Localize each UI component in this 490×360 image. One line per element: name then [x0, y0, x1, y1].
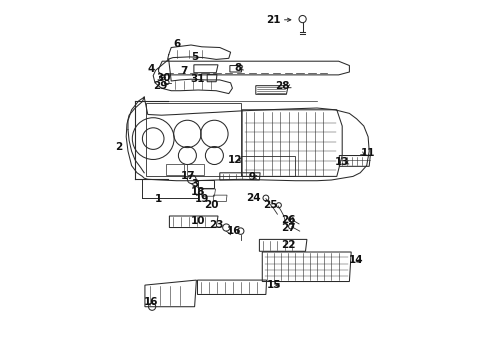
Text: 5: 5: [192, 51, 199, 62]
Text: 2: 2: [115, 142, 122, 152]
Text: 11: 11: [361, 148, 375, 158]
Text: 8: 8: [235, 63, 242, 73]
Text: 9: 9: [249, 172, 256, 182]
Text: 20: 20: [205, 200, 219, 210]
Text: 26: 26: [281, 215, 295, 225]
Text: 29: 29: [153, 81, 168, 91]
Text: 13: 13: [335, 157, 350, 167]
Text: 12: 12: [228, 155, 242, 165]
Text: 21: 21: [267, 15, 281, 25]
Text: 14: 14: [348, 255, 363, 265]
Text: 23: 23: [209, 220, 223, 230]
Text: 24: 24: [246, 193, 261, 203]
Text: 15: 15: [267, 280, 281, 290]
Text: 27: 27: [281, 222, 295, 233]
Text: 17: 17: [181, 171, 196, 181]
Text: 19: 19: [195, 194, 209, 204]
Text: 10: 10: [191, 216, 205, 226]
Text: 16: 16: [227, 226, 242, 236]
Text: 4: 4: [147, 64, 155, 74]
Text: 6: 6: [173, 39, 180, 49]
Text: 28: 28: [275, 81, 289, 91]
Text: 1: 1: [155, 194, 162, 204]
Text: 16: 16: [144, 297, 158, 307]
Text: 30: 30: [156, 73, 171, 84]
Text: 31: 31: [190, 74, 205, 84]
Text: 22: 22: [282, 240, 296, 250]
Text: 3: 3: [191, 179, 198, 189]
Text: 25: 25: [263, 200, 277, 210]
Text: 7: 7: [181, 66, 188, 76]
Text: 18: 18: [191, 186, 206, 197]
